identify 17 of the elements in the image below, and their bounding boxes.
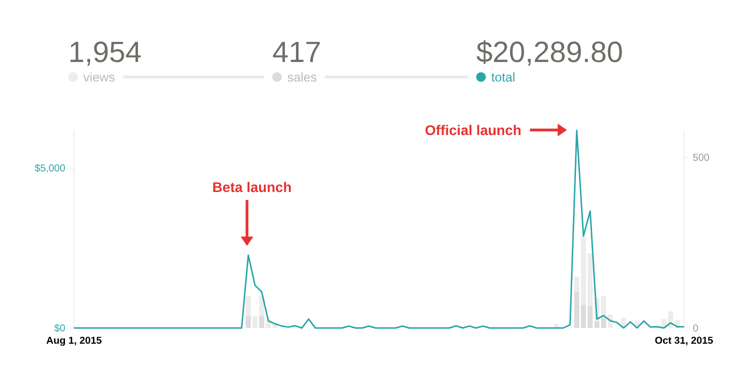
bar	[259, 316, 264, 328]
y-tick-label: $0	[54, 324, 65, 332]
legend-label: views	[83, 72, 114, 82]
legend-label: total	[491, 72, 514, 82]
y2-tick-label: 500	[693, 154, 709, 161]
bar	[246, 316, 251, 328]
bar	[252, 316, 258, 328]
annotation: Official launch	[426, 124, 521, 136]
y2-tick-label: 0	[693, 324, 698, 332]
text: 417	[272, 42, 320, 62]
annotation: Beta launch	[213, 182, 291, 192]
x-tick-label: Oct 31, 2015	[655, 336, 713, 346]
x-tick-label: Aug 1, 2015	[46, 336, 102, 346]
y-tick-label: $5,000	[34, 164, 65, 173]
text: 1,954	[70, 42, 141, 66]
text: $20,289.80	[476, 40, 622, 66]
legend-label: sales	[288, 72, 316, 82]
